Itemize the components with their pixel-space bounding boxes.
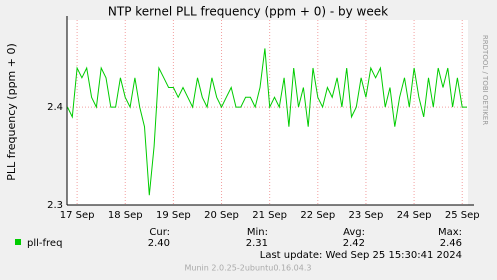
x-tick-label: 19 Sep	[156, 210, 191, 221]
footer: Munin 2.0.25-2ubuntu0.16.04.3	[185, 264, 312, 273]
x-tick-label: 25 Sep	[445, 210, 480, 221]
x-tick-label: 20 Sep	[204, 210, 239, 221]
x-tick-label: 23 Sep	[349, 210, 384, 221]
stats-value: 2.42	[343, 238, 365, 249]
y-axis-label: PLL frequency (ppm + 0)	[5, 43, 18, 181]
stats-value: 2.31	[246, 238, 268, 249]
x-tick-label: 21 Sep	[252, 210, 287, 221]
legend-swatch	[15, 239, 21, 245]
x-tick-label: 17 Sep	[60, 210, 95, 221]
last-update: Last update: Wed Sep 25 15:30:41 2024	[260, 250, 462, 261]
x-tick-label: 18 Sep	[108, 210, 143, 221]
y-tick-label: 2.4	[47, 102, 63, 113]
stats-header: Avg:	[343, 227, 365, 238]
stats-header: Min:	[247, 227, 268, 238]
stats-header: Cur:	[149, 227, 170, 238]
stats-header: Max:	[438, 227, 462, 238]
x-tick-label: 22 Sep	[300, 210, 335, 221]
data-line	[67, 48, 467, 196]
plot-area	[67, 20, 468, 205]
x-tick-label: 24 Sep	[397, 210, 432, 221]
legend-label: pll-freq	[27, 238, 62, 249]
y-tick-label: 2.3	[47, 200, 63, 211]
stats-value: 2.46	[440, 238, 462, 249]
side-label: RRDTOOL / TOBI OETIKER	[481, 35, 489, 125]
stats-value: 2.40	[148, 238, 170, 249]
chart-title: NTP kernel PLL frequency (ppm + 0) - by …	[108, 5, 388, 19]
